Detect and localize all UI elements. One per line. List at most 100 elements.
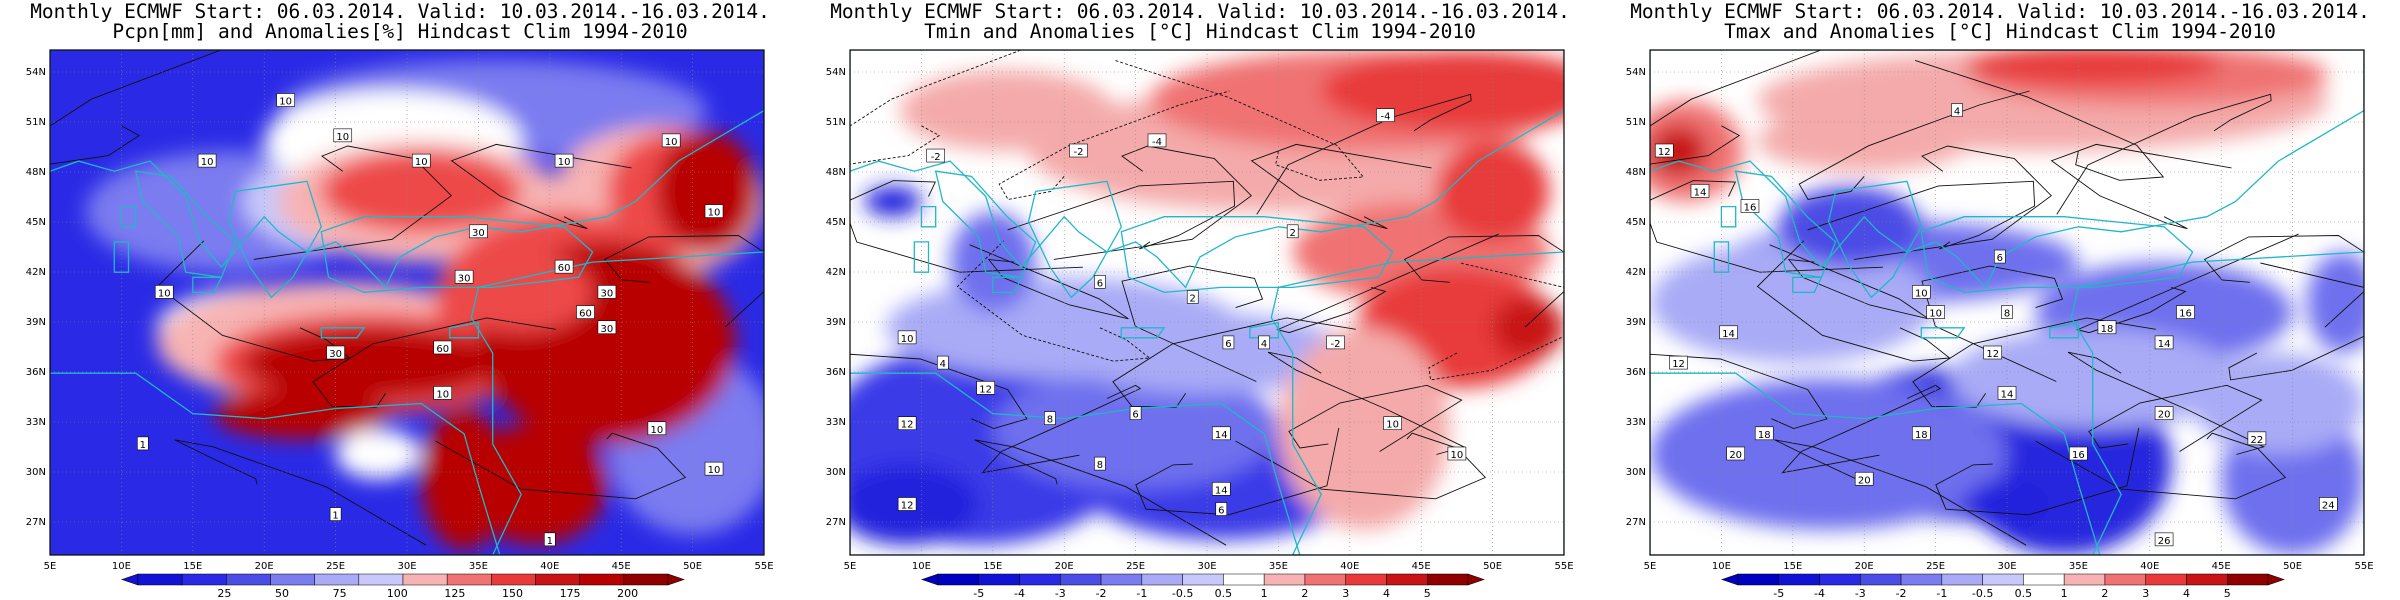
longitude-label: 35E <box>469 561 488 572</box>
contour-line <box>2088 384 2263 452</box>
colorbar-label: 1 <box>2061 587 2068 600</box>
colorbar-segment <box>535 573 580 586</box>
contour-label-box <box>1069 143 1088 158</box>
latitude-label: 30N <box>826 467 846 478</box>
contour-label-box <box>1222 335 1235 350</box>
longitude-label: 5E <box>44 561 57 572</box>
anomaly-patch <box>1757 110 1972 172</box>
anomaly-patch <box>1650 125 1708 177</box>
contour-line <box>1912 317 2156 408</box>
coastline-sicily <box>1792 276 1823 294</box>
longitude-label: 10E <box>1712 561 1731 572</box>
contour-line <box>603 235 764 328</box>
colorbar-segment <box>358 573 404 586</box>
latitude-label: 27N <box>26 517 46 528</box>
coastline-europe <box>1650 50 2364 289</box>
contour-line <box>312 317 556 408</box>
anomaly-patch <box>321 151 522 232</box>
colorbar-label: 150 <box>502 587 523 600</box>
map-field <box>50 50 764 555</box>
colorbar-arrow-left <box>1721 573 1739 586</box>
contour-label: 1 <box>547 536 553 547</box>
colorbar-segment <box>937 573 980 586</box>
contour-label-box <box>137 436 149 451</box>
colorbar-label: -0.5 <box>1172 587 1193 600</box>
latitude-label: 30N <box>26 467 46 478</box>
colorbar <box>121 573 685 586</box>
contour-label: 10 <box>336 132 349 143</box>
latitude-label: 36N <box>826 367 846 378</box>
coastline-corsica <box>120 205 137 228</box>
colorbar-label: 4 <box>1383 587 1390 600</box>
contour-label-box <box>276 93 295 107</box>
colorbar-label: -2 <box>1896 587 1907 600</box>
contour-line <box>1256 93 1472 215</box>
coastline-mideast <box>1270 251 1564 555</box>
anomaly-patch <box>1435 140 1550 242</box>
colorbar-label: 25 <box>217 587 231 600</box>
contour-label-box <box>897 330 917 345</box>
colorbar-segment <box>1860 573 1902 586</box>
coastline-turkey <box>320 216 594 294</box>
longitude-label: 45E <box>1412 561 1431 572</box>
contour-line <box>956 240 1151 362</box>
contour-label-box <box>1258 335 1270 350</box>
contour-label-box <box>1926 305 1945 319</box>
contour-label: 12 <box>1658 147 1671 158</box>
coastline-mideast <box>470 251 764 555</box>
anomaly-patch <box>1964 479 2050 530</box>
contour-label-box <box>2318 497 2338 511</box>
coastline-sardinia <box>913 241 930 273</box>
latitude-label: 54N <box>1626 67 1646 78</box>
precip-panel: Monthly ECMWF Start: 06.03.2014. Valid: … <box>0 0 800 600</box>
colorbar-segment <box>181 573 227 586</box>
contour-label: 8 <box>1097 460 1103 471</box>
contour-line <box>1650 353 1828 429</box>
colorbar-segment <box>1182 573 1224 586</box>
contour-label-box <box>1854 471 1874 486</box>
contour-label: 30 <box>329 349 342 360</box>
contour-line <box>2050 143 2232 230</box>
contour-label-box <box>1997 386 2017 400</box>
anomaly-patch <box>864 186 922 217</box>
longitude-label: 20E <box>255 561 274 572</box>
colorbar-segment <box>446 573 492 586</box>
contour-label: 10 <box>201 157 214 168</box>
contour-label: 12 <box>901 420 914 431</box>
contour-label-box <box>329 507 342 521</box>
colorbar-arrow-right <box>667 573 685 586</box>
longitude-label: 25E <box>326 561 345 572</box>
contour-label: 8 <box>1047 415 1053 426</box>
colorbar-segment <box>1819 573 1861 586</box>
colorbar-segment <box>226 573 271 586</box>
contour-line <box>1288 384 1463 452</box>
contour-line <box>1798 90 2030 201</box>
longitude-label: 15E <box>183 561 202 572</box>
colorbar-segment <box>2226 573 2269 586</box>
contour-label: 16 <box>2072 450 2085 461</box>
contour-line <box>1914 59 2165 181</box>
contour-label-box <box>326 345 345 360</box>
contour-label-box <box>937 355 949 370</box>
coastline-balkans <box>227 180 323 299</box>
longitude-label: 55E <box>1554 561 1573 572</box>
colorbar-label: 0.5 <box>2015 587 2033 600</box>
contour-line <box>1428 262 1564 381</box>
longitude-label: 5E <box>1644 561 1657 572</box>
contour-lines <box>850 50 1564 546</box>
contour-line <box>1781 384 1942 474</box>
contour-label-box <box>543 532 556 547</box>
contour-line <box>998 90 1230 201</box>
contour-line <box>1650 50 1823 165</box>
longitude-label: 50E <box>1483 561 1502 572</box>
latitude-label: 30N <box>1626 467 1646 478</box>
contour-label: 26 <box>2158 536 2171 547</box>
contour-label: 12 <box>1986 349 1999 360</box>
colorbar-segment <box>402 573 448 586</box>
latitude-label: 54N <box>26 67 46 78</box>
contour-label-box <box>1951 103 1963 117</box>
panel-title-line1: Monthly ECMWF Start: 06.03.2014. Valid: … <box>1630 0 2370 23</box>
contour-label: 10 <box>1915 288 1928 299</box>
anomaly-patch <box>1650 378 2007 530</box>
